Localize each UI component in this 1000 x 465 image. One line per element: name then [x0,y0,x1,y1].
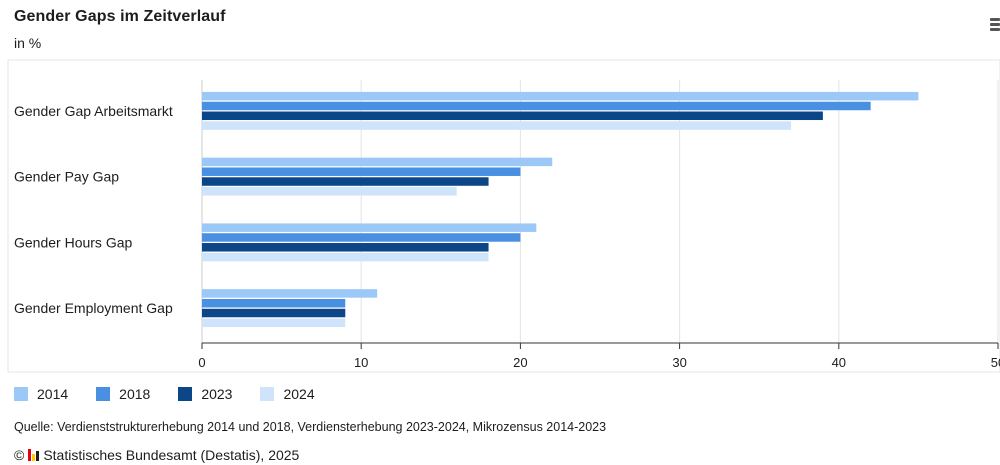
bar[interactable] [202,298,346,308]
bar[interactable] [202,308,346,318]
copyright-symbol: © [14,447,25,463]
legend-swatch [260,387,275,401]
x-tick-label: 40 [832,355,846,370]
legend-label: 2014 [37,386,69,402]
bar[interactable] [202,233,521,242]
bar[interactable] [202,167,521,176]
category-label: Gender Gap Arbeitsmarkt [14,103,173,119]
category-label: Gender Pay Gap [14,169,119,185]
bar[interactable] [202,91,919,101]
legend: 2014 2018 2023 2024 [14,386,343,402]
copyright: © Statistisches Bundesamt (Destatis), 20… [14,447,299,463]
destatis-logo-icon [28,449,40,461]
bar[interactable] [202,243,489,252]
bar[interactable] [202,289,378,298]
bar[interactable] [202,252,489,262]
bar[interactable] [202,111,823,121]
x-tick-label: 20 [513,355,527,370]
logo-bar [32,454,36,461]
hamburger-menu-icon[interactable] [990,18,1000,32]
bar-chart: Gender Gap Arbeitsmarkt Gender Pay Gap Gen… [7,59,1000,373]
category-labels: Gender Gap Arbeitsmarkt Gender Pay Gap Gen… [14,103,173,316]
x-tick-label: 30 [672,355,686,370]
legend-item[interactable]: 2014 [14,386,68,402]
legend-swatch [178,387,193,401]
x-tick-label: 50 [991,355,1000,370]
legend-label: 2023 [201,386,233,402]
category-label: Gender Hours Gap [14,234,132,250]
x-axis: 0 10 20 30 40 50 [198,342,1000,370]
bar[interactable] [202,121,792,130]
legend-item[interactable]: 2018 [96,386,150,402]
logo-bar [36,451,40,461]
bars [202,91,919,328]
bar[interactable] [202,101,871,111]
bar[interactable] [202,223,537,232]
plot-frame [7,59,1000,373]
bar[interactable] [202,157,553,167]
bar[interactable] [202,318,346,328]
legend-swatch [96,387,111,401]
copyright-text: Statistisches Bundesamt (Destatis), 2025 [43,447,300,463]
x-tick-label: 0 [198,355,205,370]
x-tick-label: 10 [354,355,368,370]
legend-label: 2018 [119,386,151,402]
legend-label: 2024 [283,386,315,402]
source-note: Quelle: Verdienststrukturerhebung 2014 u… [14,420,607,434]
bar[interactable] [202,177,489,186]
category-label: Gender Employment Gap [14,300,173,316]
legend-item[interactable]: 2023 [178,386,232,402]
bar[interactable] [202,187,457,196]
legend-item[interactable]: 2024 [260,386,315,402]
chart-subtitle: in % [14,35,42,51]
chart-title: Gender Gaps im Zeitverlauf [14,8,226,25]
logo-bar [28,449,32,461]
legend-swatch [14,387,28,401]
